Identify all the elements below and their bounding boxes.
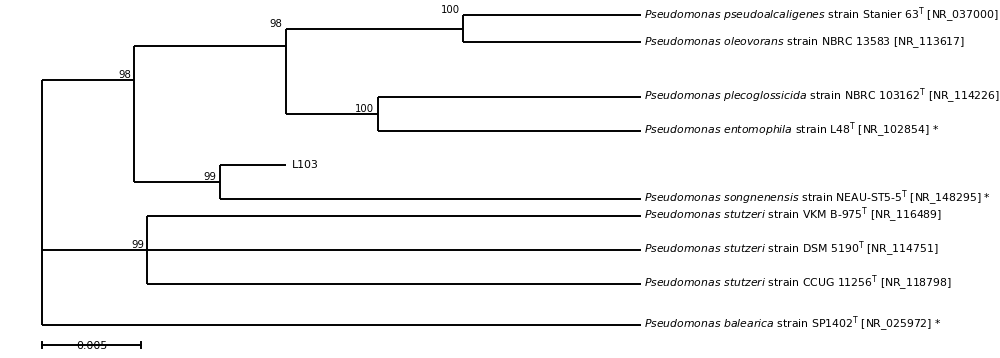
Text: $\it{Pseudomonas\ stutzeri}$ strain DSM 5190$^{\rm{T}}$ [NR_114751]: $\it{Pseudomonas\ stutzeri}$ strain DSM … — [644, 240, 938, 260]
Text: 98: 98 — [118, 69, 131, 79]
Text: L103: L103 — [292, 160, 319, 170]
Text: 99: 99 — [131, 240, 144, 250]
Text: $\it{Pseudomonas\ entomophila}$ strain L48$^{\rm{T}}$ [NR_102854] *: $\it{Pseudomonas\ entomophila}$ strain L… — [644, 121, 939, 140]
Text: $\it{Pseudomonas\ plecoglossicida}$ strain NBRC 103162$^{\rm{T}}$ [NR_114226]: $\it{Pseudomonas\ plecoglossicida}$ stra… — [644, 87, 1000, 106]
Text: $\it{Pseudomonas\ pseudoalcaligenes}$ strain Stanier 63$^{\rm{T}}$ [NR_037000]: $\it{Pseudomonas\ pseudoalcaligenes}$ st… — [644, 5, 999, 25]
Text: 98: 98 — [269, 19, 282, 29]
Text: $\it{Pseudomonas\ balearica}$ strain SP1402$^{\rm{T}}$ [NR_025972] *: $\it{Pseudomonas\ balearica}$ strain SP1… — [644, 315, 942, 334]
Text: 0.005: 0.005 — [76, 341, 107, 351]
Text: $\it{Pseudomonas\ songnenensis}$ strain NEAU-ST5-5$^{\rm{T}}$ [NR_148295] *: $\it{Pseudomonas\ songnenensis}$ strain … — [644, 189, 991, 208]
Text: 99: 99 — [204, 172, 217, 182]
Text: $\it{Pseudomonas\ stutzeri}$ strain VKM B-975$^{\rm{T}}$ [NR_116489]: $\it{Pseudomonas\ stutzeri}$ strain VKM … — [644, 206, 942, 226]
Text: 100: 100 — [441, 5, 460, 15]
Text: $\it{Pseudomonas\ stutzeri}$ strain CCUG 11256$^{\rm{T}}$ [NR_118798]: $\it{Pseudomonas\ stutzeri}$ strain CCUG… — [644, 274, 952, 294]
Text: $\it{Pseudomonas\ oleovorans}$ strain NBRC 13583 [NR_113617]: $\it{Pseudomonas\ oleovorans}$ strain NB… — [644, 35, 965, 50]
Text: 100: 100 — [355, 103, 374, 113]
